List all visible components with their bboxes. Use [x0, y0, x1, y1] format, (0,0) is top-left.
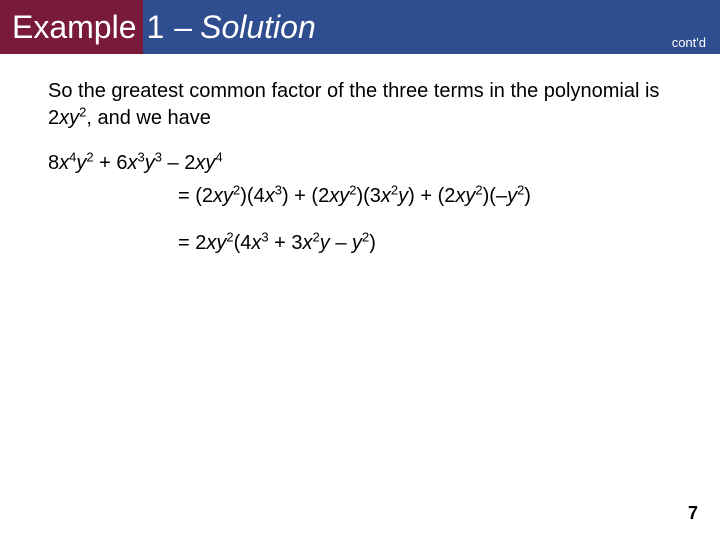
- title-solution-text: Solution: [200, 9, 316, 46]
- l1-v2: y: [76, 152, 86, 174]
- l3-t3: –: [330, 232, 352, 254]
- title-dash: –: [174, 9, 192, 46]
- l2-v5: y: [398, 185, 408, 207]
- l1-v4: y: [145, 152, 155, 174]
- title-left-text: Example: [12, 9, 137, 46]
- l2-v6: xy: [455, 185, 475, 207]
- l3-t2: + 3: [269, 232, 303, 254]
- l3-s3: 2: [313, 229, 320, 244]
- l1-v5: x: [195, 152, 205, 174]
- l2-v2: x: [265, 185, 275, 207]
- l2-t4: ) + (2: [408, 185, 455, 207]
- l1-s3: 3: [138, 149, 145, 164]
- intro-var1: xy: [59, 107, 79, 129]
- l3-v3: x: [303, 232, 313, 254]
- l1-s5: 4: [215, 149, 222, 164]
- equation-line-2: = (2xy2)(4x3) + (2xy2)(3x2y) + (2xy2)(–y…: [48, 183, 672, 210]
- l1-t2: + 6: [94, 152, 128, 174]
- example-number: 1: [147, 9, 165, 46]
- equation-line-1: 8x4y2 + 6x3y3 – 2xy4: [48, 150, 672, 177]
- slide-title-bar: Example 1 – Solution cont'd: [0, 0, 720, 54]
- l2-v3: xy: [329, 185, 349, 207]
- l1-v3: x: [128, 152, 138, 174]
- l2-t2: ) + (2: [282, 185, 329, 207]
- l3-v4: y: [320, 232, 330, 254]
- l2-v1: xy: [213, 185, 233, 207]
- l1-s4: 3: [155, 149, 162, 164]
- l1-v1: x: [59, 152, 69, 174]
- title-example-label: Example: [0, 0, 143, 54]
- l3-t4: ): [369, 232, 376, 254]
- l2-s5: 2: [475, 182, 482, 197]
- l3-eq: = 2: [178, 232, 206, 254]
- l2-t3: )(3: [356, 185, 380, 207]
- l1-t3: – 2: [162, 152, 195, 174]
- l1-v6: y: [205, 152, 215, 174]
- l3-s2: 3: [261, 229, 268, 244]
- l2-v7: y: [507, 185, 517, 207]
- l2-t6: ): [524, 185, 531, 207]
- intro-post: , and we have: [86, 107, 211, 129]
- contd-label: cont'd: [672, 35, 706, 50]
- page-number: 7: [688, 503, 698, 524]
- title-solution-block: 1 – Solution cont'd: [143, 0, 720, 54]
- l2-t5: )(–: [483, 185, 507, 207]
- l1-t1: 8: [48, 152, 59, 174]
- l2-eq: = (2: [178, 185, 213, 207]
- l3-s1: 2: [226, 229, 233, 244]
- l2-v4: x: [381, 185, 391, 207]
- l3-v1: xy: [206, 232, 226, 254]
- l3-t1: (4: [234, 232, 252, 254]
- l3-v5: y: [352, 232, 362, 254]
- l2-t1: )(4: [240, 185, 264, 207]
- equation-line-3: = 2xy2(4x3 + 3x2y – y2): [48, 230, 672, 257]
- slide-body: So the greatest common factor of the thr…: [0, 54, 720, 257]
- l3-v2: x: [251, 232, 261, 254]
- l2-s2: 3: [275, 182, 282, 197]
- intro-paragraph: So the greatest common factor of the thr…: [48, 78, 672, 132]
- l1-s2: 2: [86, 149, 93, 164]
